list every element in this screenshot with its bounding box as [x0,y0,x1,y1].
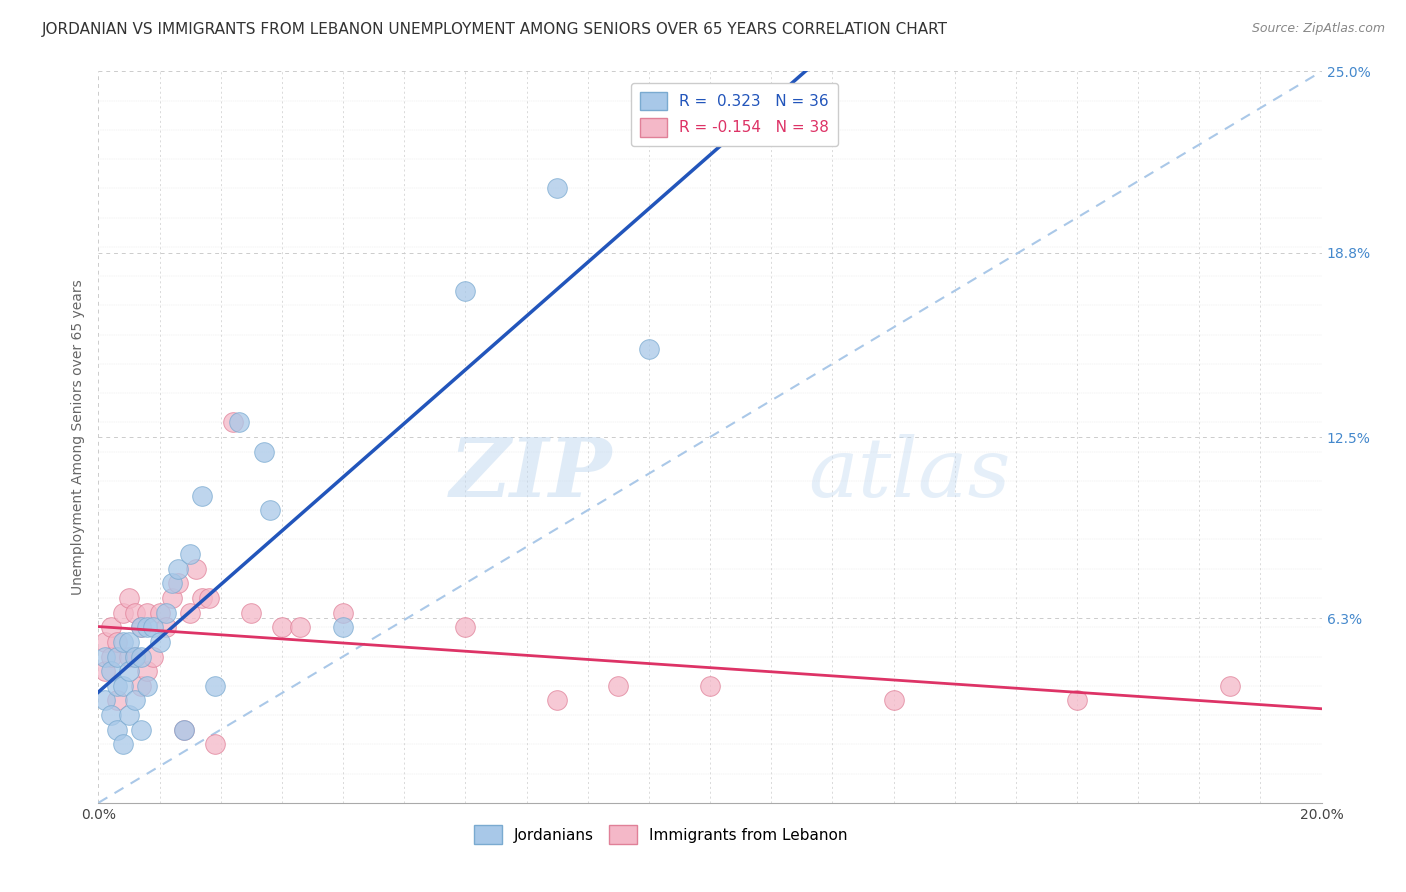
Point [332,606,354,620]
Point [124,649,146,664]
Point [222,416,245,430]
Point [118,649,141,664]
Point [228,416,250,430]
Legend: Jordanians, Immigrants from Lebanon: Jordanians, Immigrants from Lebanon [468,819,853,850]
Point [124,606,146,620]
Point [883,693,905,707]
Point [179,547,201,561]
Point [454,620,477,634]
Point [1219,679,1241,693]
Point [179,606,201,620]
Point [129,723,152,737]
Point [118,664,141,678]
Point [129,679,152,693]
Text: ZIP: ZIP [450,434,612,514]
Point [142,620,165,634]
Point [105,679,128,693]
Point [100,708,122,723]
Point [100,664,122,678]
Point [173,723,195,737]
Point [332,620,354,634]
Point [160,591,183,605]
Point [136,664,159,678]
Point [105,649,128,664]
Point [197,591,219,605]
Point [111,635,134,649]
Point [100,620,122,634]
Point [546,181,568,195]
Point [186,562,208,576]
Point [118,635,141,649]
Point [105,635,128,649]
Point [204,679,226,693]
Point [129,649,152,664]
Point [1066,693,1088,707]
Point [240,606,263,620]
Point [252,444,274,458]
Text: atlas: atlas [808,434,1011,514]
Point [118,591,141,605]
Point [111,606,134,620]
Point [191,591,214,605]
Point [290,620,312,634]
Point [129,620,152,634]
Point [93,649,115,664]
Point [191,489,214,503]
Point [124,649,146,664]
Point [100,649,122,664]
Point [155,606,177,620]
Point [93,635,115,649]
Point [546,693,568,707]
Point [93,693,115,707]
Point [204,737,226,751]
Point [124,693,146,707]
Point [111,679,134,693]
Point [167,562,190,576]
Point [637,343,661,357]
Point [105,723,128,737]
Point [111,737,134,751]
Point [259,503,281,517]
Point [149,606,172,620]
Point [118,708,141,723]
Point [129,620,152,634]
Point [93,664,115,678]
Text: JORDANIAN VS IMMIGRANTS FROM LEBANON UNEMPLOYMENT AMONG SENIORS OVER 65 YEARS CO: JORDANIAN VS IMMIGRANTS FROM LEBANON UNE… [42,22,948,37]
Point [136,606,159,620]
Point [105,693,128,707]
Point [136,620,159,634]
Point [699,679,721,693]
Point [142,649,165,664]
Point [160,576,183,591]
Point [149,635,172,649]
Point [607,679,630,693]
Text: Source: ZipAtlas.com: Source: ZipAtlas.com [1251,22,1385,36]
Y-axis label: Unemployment Among Seniors over 65 years: Unemployment Among Seniors over 65 years [72,279,86,595]
Point [173,723,195,737]
Point [155,620,177,634]
Point [454,284,477,298]
Point [136,679,159,693]
Point [167,576,190,591]
Point [270,620,292,634]
